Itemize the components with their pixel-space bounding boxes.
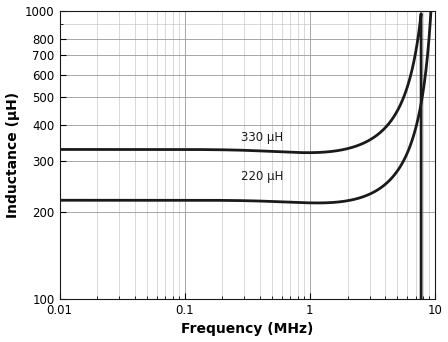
Text: 330 μH: 330 μH (241, 131, 283, 144)
Text: 220 μH: 220 μH (241, 170, 283, 183)
X-axis label: Frequency (MHz): Frequency (MHz) (181, 323, 314, 337)
Y-axis label: Inductance (μH): Inductance (μH) (5, 92, 20, 218)
